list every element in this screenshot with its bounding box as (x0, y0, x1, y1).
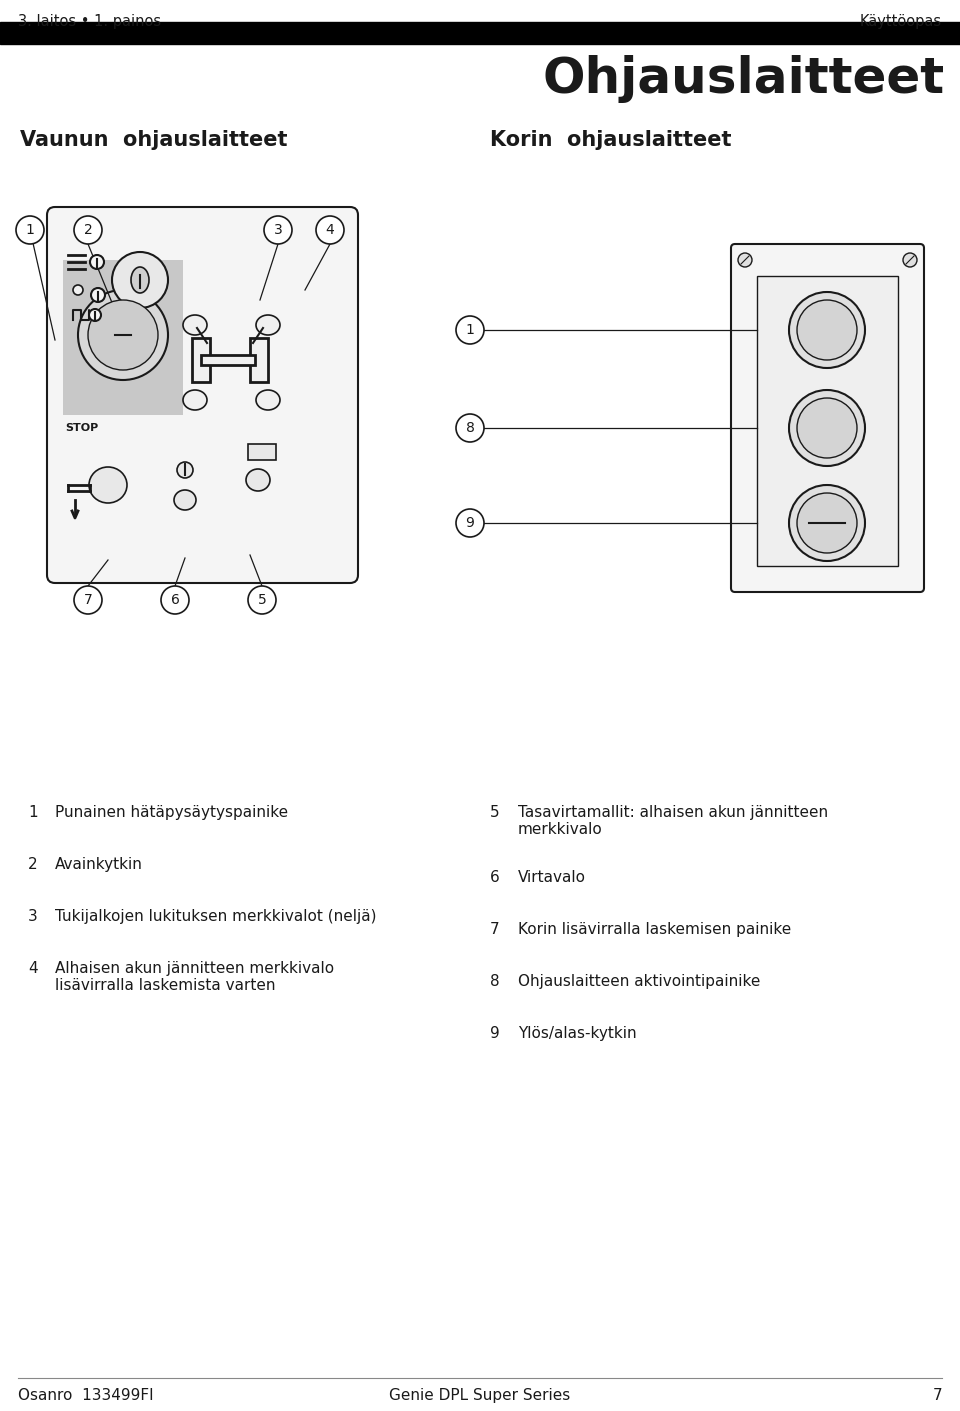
Bar (63, 260, 183, 415)
Text: Ohjauslaitteen aktivointipainike: Ohjauslaitteen aktivointipainike (518, 974, 760, 989)
Ellipse shape (131, 267, 149, 293)
Circle shape (456, 509, 484, 538)
Text: 8: 8 (466, 420, 474, 435)
Circle shape (738, 253, 752, 267)
Circle shape (789, 389, 865, 466)
Text: Vaunun  ohjauslaitteet: Vaunun ohjauslaitteet (20, 130, 287, 150)
Ellipse shape (89, 467, 127, 502)
Circle shape (78, 291, 168, 380)
Circle shape (74, 586, 102, 614)
Text: 3. laitos • 1. painos: 3. laitos • 1. painos (18, 14, 161, 30)
FancyBboxPatch shape (248, 444, 276, 460)
Text: Tasavirtamallit: alhaisen akun jännitteen
merkkivalo: Tasavirtamallit: alhaisen akun jännittee… (518, 806, 828, 837)
Circle shape (89, 309, 101, 320)
Circle shape (456, 316, 484, 344)
Text: Genie DPL Super Series: Genie DPL Super Series (390, 1388, 570, 1403)
Text: 8: 8 (490, 974, 499, 989)
Text: 5: 5 (257, 593, 266, 607)
FancyBboxPatch shape (757, 277, 898, 566)
Text: Korin  ohjauslaitteet: Korin ohjauslaitteet (490, 130, 732, 150)
Bar (0, 23, 960, 44)
Text: 7: 7 (490, 921, 499, 937)
Text: 1: 1 (466, 323, 474, 337)
Text: Ylös/alas-kytkin: Ylös/alas-kytkin (518, 1026, 636, 1041)
Circle shape (316, 216, 344, 244)
Circle shape (161, 586, 189, 614)
Bar (201, 356, 255, 365)
Circle shape (456, 413, 484, 442)
Circle shape (16, 216, 44, 244)
Circle shape (73, 285, 83, 295)
Circle shape (789, 485, 865, 562)
Text: Avainkytkin: Avainkytkin (55, 856, 143, 872)
Text: 1: 1 (26, 223, 35, 237)
FancyBboxPatch shape (192, 339, 210, 382)
Circle shape (88, 301, 158, 370)
Text: Korin lisävirralla laskemisen painike: Korin lisävirralla laskemisen painike (518, 921, 791, 937)
Text: 4: 4 (325, 223, 334, 237)
Text: 1: 1 (28, 806, 37, 820)
Circle shape (74, 216, 102, 244)
Circle shape (797, 492, 857, 553)
Text: Tukijalkojen lukituksen merkkivalot (neljä): Tukijalkojen lukituksen merkkivalot (nel… (55, 909, 376, 924)
Text: 6: 6 (171, 593, 180, 607)
Text: 9: 9 (490, 1026, 500, 1041)
Text: Käyttöopas: Käyttöopas (860, 14, 942, 30)
FancyBboxPatch shape (731, 244, 924, 593)
FancyBboxPatch shape (250, 339, 268, 382)
Circle shape (112, 253, 168, 308)
Text: 6: 6 (490, 871, 500, 885)
Text: 2: 2 (28, 856, 37, 872)
Text: 4: 4 (28, 961, 37, 976)
Text: Punainen hätäpysäytyspainike: Punainen hätäpysäytyspainike (55, 806, 288, 820)
Circle shape (797, 398, 857, 459)
Text: 7: 7 (84, 593, 92, 607)
Text: 5: 5 (490, 806, 499, 820)
Text: Osanro  133499FI: Osanro 133499FI (18, 1388, 154, 1403)
Text: 7: 7 (932, 1388, 942, 1403)
Text: Virtavalo: Virtavalo (518, 871, 586, 885)
Circle shape (91, 288, 105, 302)
Text: 3: 3 (274, 223, 282, 237)
Ellipse shape (183, 315, 207, 334)
Text: STOP: STOP (65, 423, 98, 433)
Text: Ohjauslaitteet: Ohjauslaitteet (542, 55, 945, 103)
Text: 2: 2 (84, 223, 92, 237)
Ellipse shape (256, 389, 280, 411)
Circle shape (903, 253, 917, 267)
Text: 3: 3 (28, 909, 37, 924)
Ellipse shape (256, 315, 280, 334)
Text: Alhaisen akun jännitteen merkkivalo
lisävirralla laskemista varten: Alhaisen akun jännitteen merkkivalo lisä… (55, 961, 334, 993)
Ellipse shape (183, 389, 207, 411)
Ellipse shape (246, 468, 270, 491)
Circle shape (248, 586, 276, 614)
FancyBboxPatch shape (47, 207, 358, 583)
Circle shape (90, 255, 104, 270)
Circle shape (789, 292, 865, 368)
Text: 9: 9 (466, 516, 474, 531)
Ellipse shape (174, 490, 196, 509)
Circle shape (177, 461, 193, 478)
Circle shape (264, 216, 292, 244)
Circle shape (797, 301, 857, 360)
